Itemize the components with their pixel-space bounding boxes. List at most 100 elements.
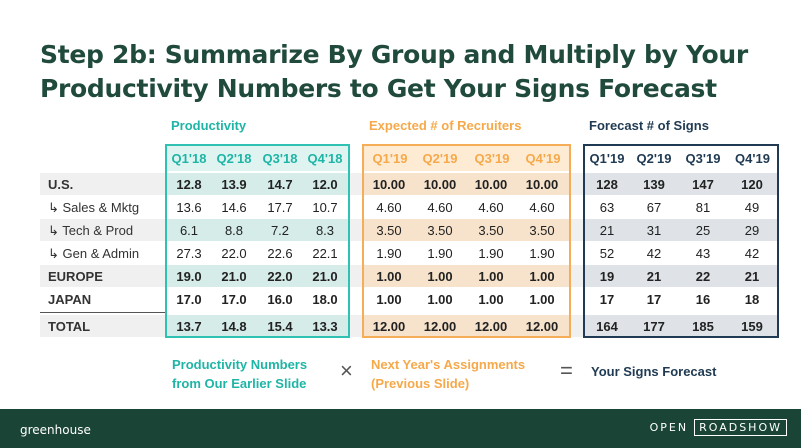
title-line-1: Step 2b: Summarize By Group and Multiply… <box>40 40 748 69</box>
signs-heading: Forecast # of Signs <box>589 118 709 133</box>
signs-col-header: Q1'19 <box>589 151 625 166</box>
row-label: ↳ Sales & Mktg <box>48 200 140 215</box>
productivity-value: 14.7 <box>267 177 293 192</box>
signs-value: 139 <box>643 177 665 192</box>
recruiters-tech-tint <box>364 219 569 241</box>
signs-value: 21 <box>646 269 662 284</box>
row-label: U.S. <box>48 177 74 192</box>
productivity-note-line-2: from Our Earlier Slide <box>172 376 307 391</box>
open-roadshow-logo: OPEN ROADSHOW <box>649 419 787 436</box>
productivity-value: 22.0 <box>221 246 247 261</box>
slide-title: Step 2b: Summarize By Group and Multiply… <box>40 38 780 106</box>
signs-value: 16 <box>695 292 711 307</box>
signs-box <box>583 144 779 338</box>
signs-value: 43 <box>695 246 711 261</box>
productivity-value: 8.8 <box>224 223 244 238</box>
productivity-header-tint <box>167 146 348 171</box>
recruiters-value: 4.60 <box>529 200 555 215</box>
recruiters-col-header: Q2'19 <box>422 151 458 166</box>
productivity-col-header: Q1'18 <box>171 151 207 166</box>
recruiters-value: 12.00 <box>372 319 406 334</box>
productivity-value: 13.9 <box>221 177 247 192</box>
productivity-value: 17.7 <box>267 200 293 215</box>
recruiters-value: 10.00 <box>474 177 508 192</box>
productivity-note-line-1: Productivity Numbers <box>172 357 308 372</box>
signs-value: 52 <box>599 246 615 261</box>
productivity-value: 22.1 <box>312 246 338 261</box>
row-label: EUROPE <box>48 269 103 284</box>
signs-value: 19 <box>599 269 615 284</box>
signs-value: 17 <box>646 292 662 307</box>
signs-value: 81 <box>695 200 711 215</box>
signs-value: 18 <box>744 292 760 307</box>
recruiters-value: 12.00 <box>474 319 508 334</box>
signs-value: 159 <box>741 319 763 334</box>
productivity-value: 8.3 <box>315 223 335 238</box>
signs-value: 164 <box>596 319 618 334</box>
open-wordmark: OPEN <box>649 421 689 434</box>
signs-col-header: Q3'19 <box>685 151 721 166</box>
recruiters-value: 1.90 <box>529 246 555 261</box>
productivity-tech-tint <box>167 219 348 241</box>
signs-tech-tint <box>585 219 777 241</box>
signs-col-header: Q4'19 <box>735 151 770 166</box>
recruiters-value: 1.00 <box>427 292 453 307</box>
forecast-note: Your Signs Forecast <box>591 364 717 379</box>
productivity-note: Productivity Numbers from Our Earlier Sl… <box>172 355 307 393</box>
productivity-value: 22.6 <box>267 246 293 261</box>
signs-value: 31 <box>646 223 662 238</box>
signs-us-tint <box>585 173 777 195</box>
roadshow-wordmark: ROADSHOW <box>694 419 787 436</box>
productivity-value: 13.7 <box>176 319 202 334</box>
productivity-us-tint <box>167 173 348 195</box>
recruiters-value: 4.60 <box>427 200 453 215</box>
signs-value: 177 <box>643 319 665 334</box>
productivity-value: 17.0 <box>221 292 247 307</box>
signs-value: 42 <box>646 246 662 261</box>
recruiters-value: 12.00 <box>525 319 559 334</box>
row-label: JAPAN <box>48 292 92 307</box>
signs-value: 42 <box>744 246 760 261</box>
recruiters-value: 1.00 <box>376 292 402 307</box>
productivity-value: 10.7 <box>312 200 338 215</box>
recruiters-value: 3.50 <box>478 223 504 238</box>
signs-col-header: Q2'19 <box>636 151 672 166</box>
signs-value: 120 <box>741 177 763 192</box>
productivity-value: 6.1 <box>179 223 199 238</box>
assignments-note-line-1: Next Year's Assignments <box>371 357 526 372</box>
recruiters-europe-tint <box>364 265 569 287</box>
times-operator: × <box>340 358 353 383</box>
productivity-value: 14.6 <box>221 200 247 215</box>
recruiters-value: 1.00 <box>478 269 504 284</box>
productivity-value: 12.0 <box>312 177 338 192</box>
recruiters-value: 1.00 <box>529 269 555 284</box>
productivity-col-header: Q4'18 <box>307 151 343 166</box>
recruiters-value: 1.90 <box>427 246 453 261</box>
recruiters-us-tint <box>364 173 569 195</box>
productivity-value: 18.0 <box>312 292 338 307</box>
recruiters-col-header: Q3'19 <box>474 151 510 166</box>
productivity-heading: Productivity <box>171 118 247 133</box>
assignments-note: Next Year's Assignments (Previous Slide) <box>371 355 525 393</box>
productivity-total-tint <box>167 315 348 336</box>
productivity-value: 17.0 <box>176 292 202 307</box>
productivity-col-header: Q2'18 <box>216 151 252 166</box>
greenhouse-logo: greenhouse <box>20 423 91 437</box>
recruiters-value: 1.00 <box>529 292 555 307</box>
signs-total-tint <box>585 315 777 336</box>
signs-value: 63 <box>599 200 615 215</box>
recruiters-value: 4.60 <box>376 200 402 215</box>
productivity-box <box>165 144 350 338</box>
signs-value: 49 <box>744 200 760 215</box>
signs-value: 185 <box>692 319 714 334</box>
signs-value: 22 <box>695 269 711 284</box>
recruiters-total-tint <box>364 315 569 336</box>
recruiters-value: 1.90 <box>478 246 504 261</box>
signs-value: 21 <box>599 223 615 238</box>
productivity-value: 21.0 <box>312 269 338 284</box>
recruiters-col-header: Q1'19 <box>372 151 408 166</box>
recruiters-value: 3.50 <box>376 223 402 238</box>
row-label: ↳ Gen & Admin <box>48 246 140 261</box>
signs-europe-tint <box>585 265 777 287</box>
recruiters-value: 1.00 <box>376 269 402 284</box>
